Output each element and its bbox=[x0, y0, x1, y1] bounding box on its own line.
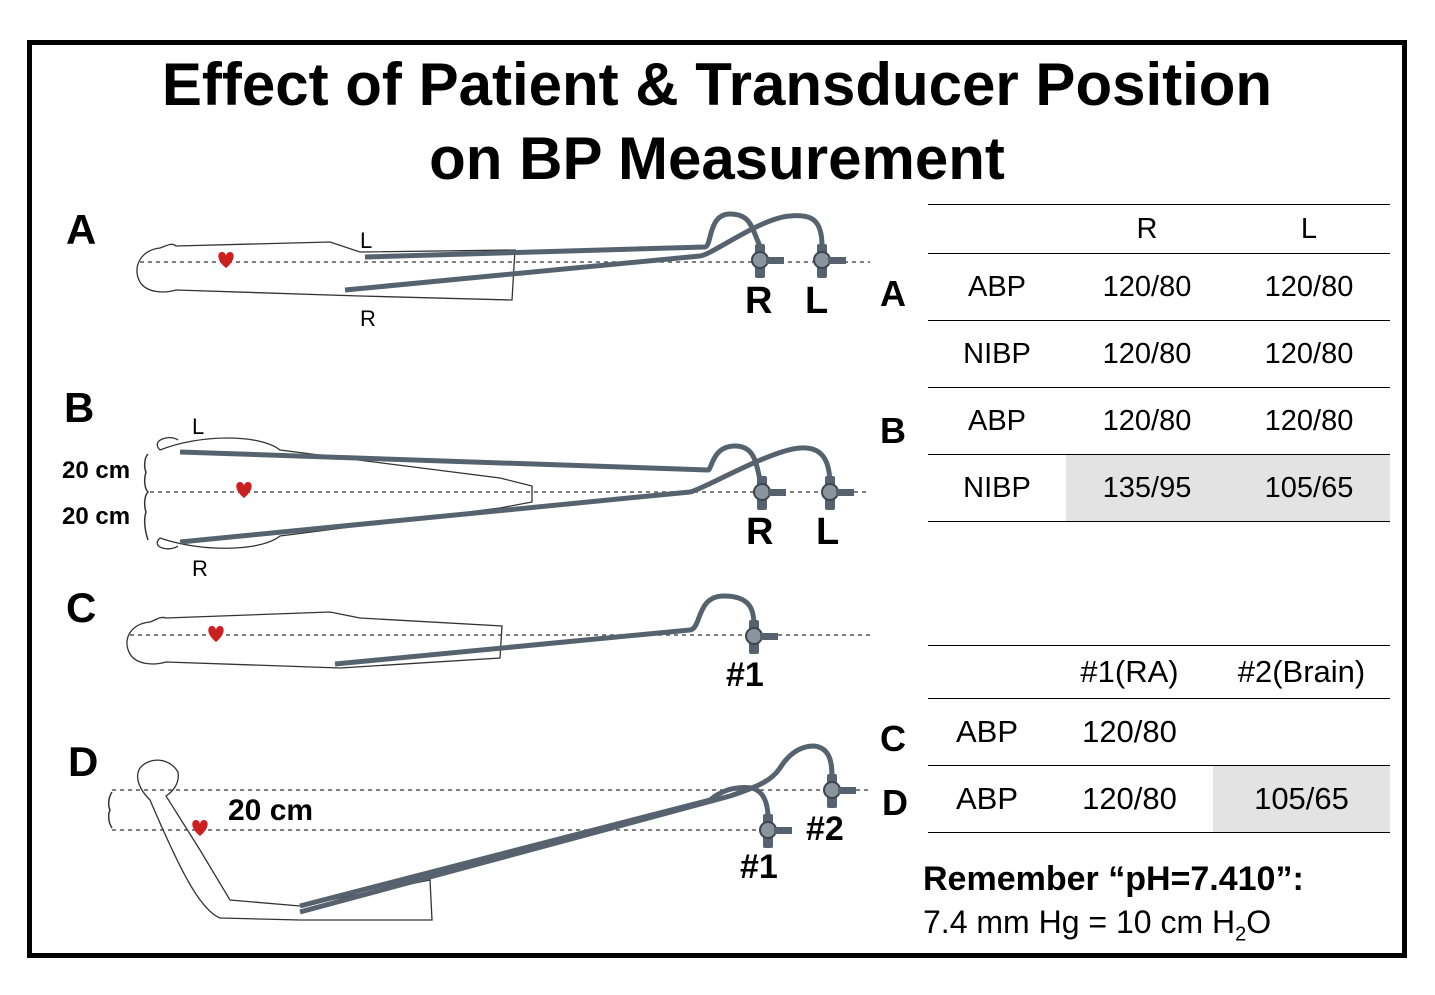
offset-brace bbox=[107, 791, 113, 829]
table-row: ABP 120/80 bbox=[928, 698, 1390, 766]
bp-table-ab: R L ABP 120/80 120/80 NIBP 120/80 120/80… bbox=[928, 204, 1390, 522]
measurement-label: ABP bbox=[928, 765, 1046, 833]
catheter-right bbox=[179, 445, 833, 545]
panel-d: D 20 cm #1 #2 bbox=[68, 738, 870, 921]
measurement-label: ABP bbox=[928, 253, 1066, 321]
transducer-label-1: #1 bbox=[740, 848, 778, 886]
table-row: ABP 120/80 120/80 bbox=[928, 387, 1390, 455]
panel-a-letter: A bbox=[66, 206, 96, 253]
title-line-2: on BP Measurement bbox=[429, 125, 1005, 192]
offset-label-upper: 20 cm bbox=[62, 457, 130, 484]
catheter-left bbox=[364, 211, 763, 260]
value-cell: 120/80 bbox=[1046, 698, 1213, 766]
value-cell: 120/80 bbox=[1066, 320, 1228, 388]
panel-d-letter: D bbox=[68, 738, 98, 785]
value-cell: 120/80 bbox=[1046, 765, 1213, 833]
stopcock-right bbox=[751, 243, 785, 279]
value-cell: 120/80 bbox=[1228, 253, 1390, 321]
heart-icon bbox=[218, 252, 234, 268]
stopcock-right bbox=[753, 475, 787, 511]
value-cell: 120/80 bbox=[1066, 387, 1228, 455]
slide-title: Effect of Patient & Transducer Position … bbox=[27, 48, 1407, 196]
body-outline bbox=[136, 241, 516, 301]
row-group-label-b: B bbox=[880, 410, 906, 451]
value-cell-highlighted: 105/65 bbox=[1228, 454, 1390, 522]
table-row: ABP 120/80 105/65 bbox=[928, 765, 1390, 833]
panel-b-letter: B bbox=[64, 384, 94, 431]
panel-c: C #1 bbox=[66, 584, 870, 694]
table-header-row: #1(RA) #2(Brain) bbox=[928, 645, 1390, 699]
row-group-label-d: D bbox=[882, 782, 908, 823]
catheter bbox=[334, 593, 757, 667]
arm-label-left: L bbox=[360, 228, 372, 253]
body-outline bbox=[136, 759, 433, 921]
value-cell: 120/80 bbox=[1066, 253, 1228, 321]
transducer-label-1: #1 bbox=[726, 656, 764, 694]
stopcock-left bbox=[813, 243, 847, 279]
measurement-label: NIBP bbox=[928, 320, 1066, 388]
offset-brace bbox=[143, 453, 150, 541]
table-row: NIBP 120/80 120/80 bbox=[928, 320, 1390, 388]
header-cell bbox=[928, 645, 1046, 699]
measurement-label: ABP bbox=[928, 387, 1066, 455]
catheter-2 bbox=[299, 743, 835, 915]
value-cell-highlighted: 105/65 bbox=[1213, 765, 1390, 833]
body-outline bbox=[126, 611, 503, 669]
table-row: NIBP 135/95 105/65 bbox=[928, 454, 1390, 522]
slide-frame bbox=[27, 40, 1407, 958]
arm-label-left: L bbox=[192, 414, 204, 439]
stopcock-1 bbox=[759, 813, 793, 849]
row-group-label-c: C bbox=[880, 718, 906, 759]
arm-label-right: R bbox=[192, 556, 208, 581]
heart-icon bbox=[208, 626, 224, 642]
value-cell-highlighted: 135/95 bbox=[1066, 454, 1228, 522]
catheter-right bbox=[344, 213, 825, 293]
header-cell: R bbox=[1066, 204, 1228, 254]
transducer-label-left: L bbox=[816, 511, 839, 553]
remember-heading: Remember “pH=7.410”: bbox=[923, 860, 1304, 898]
stopcock-left bbox=[821, 475, 855, 511]
value-cell bbox=[1213, 698, 1390, 766]
header-cell: L bbox=[1228, 204, 1390, 254]
stopcock-2 bbox=[823, 773, 857, 809]
value-cell: 120/80 bbox=[1228, 320, 1390, 388]
catheter-left bbox=[179, 443, 765, 487]
panel-c-letter: C bbox=[66, 584, 96, 631]
patient-position-diagram: A L R R L B L R 20 cm 20 cm R L C bbox=[62, 206, 870, 921]
offset-label: 20 cm bbox=[228, 794, 313, 827]
table-row: ABP 120/80 120/80 bbox=[928, 253, 1390, 321]
panel-b: B L R 20 cm 20 cm R L bbox=[62, 384, 870, 581]
header-cell: #1(RA) bbox=[1046, 645, 1213, 699]
bp-table-cd: #1(RA) #2(Brain) ABP 120/80 ABP 120/80 1… bbox=[928, 645, 1390, 833]
offset-label-lower: 20 cm bbox=[62, 503, 130, 530]
title-line-1: Effect of Patient & Transducer Position bbox=[161, 51, 1273, 118]
heart-icon bbox=[192, 820, 208, 836]
panel-a: A L R R L bbox=[66, 206, 870, 331]
transducer-label-right: R bbox=[745, 280, 772, 322]
body-outline bbox=[159, 437, 533, 549]
value-cell: 120/80 bbox=[1228, 387, 1390, 455]
header-cell bbox=[928, 204, 1066, 254]
transducer-label-2: #2 bbox=[806, 810, 844, 848]
stopcock-1 bbox=[745, 619, 779, 655]
header-cell: #2(Brain) bbox=[1213, 645, 1390, 699]
measurement-label: ABP bbox=[928, 698, 1046, 766]
transducer-label-left: L bbox=[805, 280, 828, 322]
row-group-label-a: A bbox=[880, 273, 906, 314]
measurement-label: NIBP bbox=[928, 454, 1066, 522]
formula-subscript: 2 bbox=[1235, 923, 1247, 946]
arm-label-right: R bbox=[360, 306, 376, 331]
conversion-formula: 7.4 mm Hg = 10 cm H2O bbox=[923, 904, 1271, 946]
transducer-label-right: R bbox=[746, 511, 773, 553]
heart-icon bbox=[236, 482, 252, 498]
formula-left: 7.4 mm Hg = 10 cm H bbox=[923, 904, 1236, 940]
formula-right: O bbox=[1246, 904, 1272, 940]
table-header-row: R L bbox=[928, 204, 1390, 254]
